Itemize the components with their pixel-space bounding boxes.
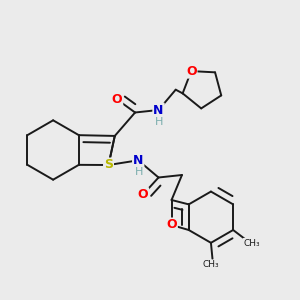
- Text: H: H: [135, 167, 143, 177]
- Text: CH₃: CH₃: [202, 260, 219, 269]
- Text: N: N: [133, 154, 143, 167]
- Text: N: N: [153, 103, 164, 116]
- Text: CH₃: CH₃: [244, 238, 260, 247]
- Text: O: O: [166, 218, 177, 232]
- Text: O: O: [186, 64, 196, 78]
- Text: O: O: [138, 188, 148, 201]
- Text: H: H: [155, 117, 164, 127]
- Text: O: O: [112, 93, 122, 106]
- Text: S: S: [104, 158, 113, 172]
